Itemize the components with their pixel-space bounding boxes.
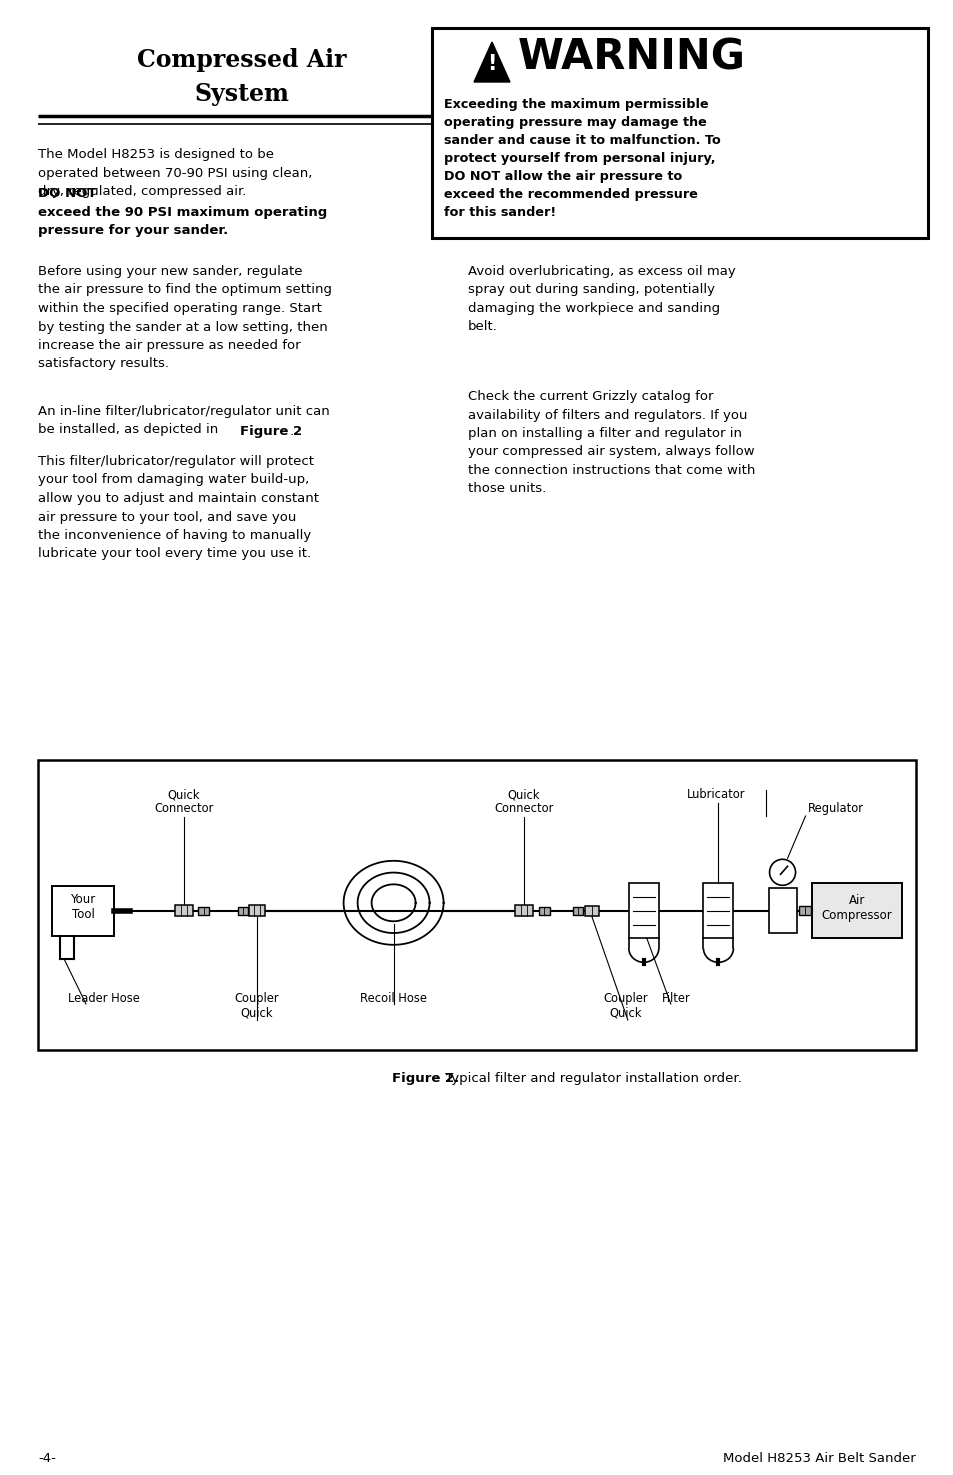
Text: DO NOT
exceed the 90 PSI maximum operating
pressure for your sander.: DO NOT exceed the 90 PSI maximum operati… (38, 187, 327, 237)
Text: Quick: Quick (507, 788, 539, 801)
Text: WARNING: WARNING (517, 35, 745, 78)
Text: Your: Your (71, 894, 95, 906)
Text: Coupler: Coupler (234, 993, 279, 1004)
Text: System: System (194, 83, 289, 106)
Bar (628, 884, 659, 938)
Text: !: ! (487, 55, 497, 74)
Bar (811, 884, 901, 938)
Text: Quick: Quick (609, 1006, 641, 1019)
Text: Filter: Filter (660, 993, 689, 1004)
Text: Air: Air (848, 894, 864, 907)
Text: The Model H8253 is designed to be
operated between 70-90 PSI using clean,
dry, r: The Model H8253 is designed to be operat… (38, 148, 312, 198)
Text: Check the current Grizzly catalog for
availability of filters and regulators. If: Check the current Grizzly catalog for av… (468, 389, 755, 496)
Bar (198, 907, 210, 914)
Text: Quick: Quick (168, 788, 200, 801)
Bar (432, 28, 927, 237)
Text: Figure 2: Figure 2 (240, 425, 302, 438)
Text: Leader Hose: Leader Hose (68, 993, 140, 1004)
Text: Typical filter and regulator installation order.: Typical filter and regulator installatio… (440, 1072, 741, 1086)
Bar (249, 906, 265, 916)
Text: Model H8253 Air Belt Sander: Model H8253 Air Belt Sander (722, 1451, 915, 1465)
Text: Figure 2.: Figure 2. (392, 1072, 458, 1086)
Text: An in-line filter/lubricator/regulator unit can
be installed, as depicted in: An in-line filter/lubricator/regulator u… (38, 406, 330, 437)
Text: Connector: Connector (154, 802, 213, 816)
Bar (573, 907, 582, 914)
Text: Avoid overlubricating, as excess oil may
spray out during sanding, potentially
d: Avoid overlubricating, as excess oil may… (468, 266, 735, 333)
Circle shape (769, 860, 795, 885)
Bar (174, 906, 193, 916)
Bar (584, 906, 598, 916)
Text: Compressor: Compressor (821, 909, 891, 922)
Text: Connector: Connector (494, 802, 553, 816)
Text: Tool: Tool (71, 909, 94, 922)
Bar (515, 906, 533, 916)
Bar (768, 888, 796, 934)
Text: .: . (290, 425, 294, 438)
Text: Compressed Air: Compressed Air (137, 49, 346, 72)
Text: Regulator: Regulator (806, 802, 862, 816)
Bar (702, 884, 733, 938)
Text: Before using your new sander, regulate
the air pressure to find the optimum sett: Before using your new sander, regulate t… (38, 266, 332, 370)
Text: Exceeding the maximum permissible
operating pressure may damage the
sander and c: Exceeding the maximum permissible operat… (443, 97, 720, 218)
Bar (52, 886, 113, 935)
Polygon shape (474, 41, 510, 83)
Text: -4-: -4- (38, 1451, 56, 1465)
Text: Lubricator: Lubricator (686, 788, 745, 801)
Text: Coupler: Coupler (603, 993, 647, 1004)
Bar (798, 906, 810, 916)
Text: This filter/lubricator/regulator will protect
your tool from damaging water buil: This filter/lubricator/regulator will pr… (38, 454, 318, 560)
Bar (237, 907, 248, 914)
Text: Recoil Hose: Recoil Hose (359, 993, 427, 1004)
Text: Quick: Quick (240, 1006, 273, 1019)
Bar (38, 760, 915, 1050)
Bar (538, 907, 549, 914)
